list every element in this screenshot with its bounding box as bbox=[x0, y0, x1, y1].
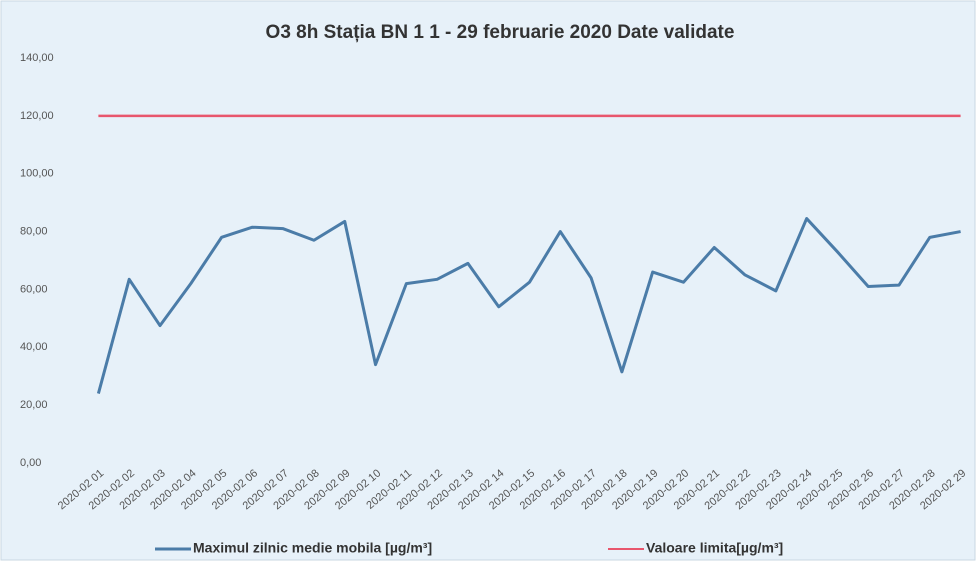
y-tick-label: 0,00 bbox=[20, 457, 41, 469]
chart-title: O3 8h Stația BN 1 1 - 29 februarie 2020 … bbox=[266, 22, 735, 43]
y-tick-label: 40,00 bbox=[20, 341, 48, 353]
y-tick-label: 60,00 bbox=[20, 283, 48, 295]
y-tick-label: 20,00 bbox=[20, 399, 48, 411]
line-series bbox=[96, 217, 961, 394]
y-tick-label: 140,00 bbox=[20, 52, 54, 64]
y-tick-label: 100,00 bbox=[20, 168, 54, 180]
y-tick-label: 80,00 bbox=[20, 225, 48, 237]
legend-label: Valoare limita[µg/m³] bbox=[646, 540, 783, 556]
legend-label: Maximul zilnic medie mobila [µg/m³] bbox=[193, 540, 432, 556]
y-tick-label: 120,00 bbox=[20, 110, 54, 122]
